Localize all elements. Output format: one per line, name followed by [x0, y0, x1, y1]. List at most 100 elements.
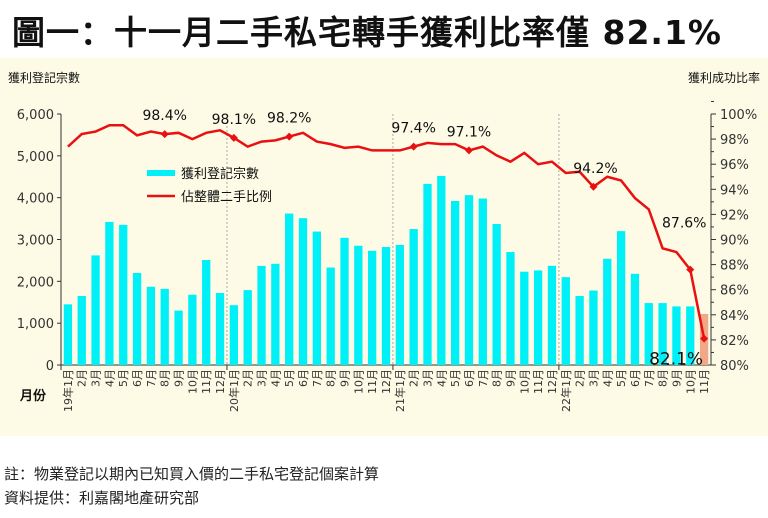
x-tick-label: 5月 [117, 369, 130, 387]
x-tick-label: 12月 [214, 369, 227, 394]
x-tick-label: 8月 [491, 369, 504, 387]
x-tick-label: 2月 [242, 369, 255, 387]
data-label: 97.1% [447, 124, 491, 140]
data-label: 98.2% [267, 111, 311, 127]
right-tick-label: 94% [720, 183, 749, 198]
bar [174, 310, 183, 365]
highlight-marker [464, 146, 473, 155]
left-axis-label: 獲利登記宗數 [8, 70, 80, 85]
bar [188, 294, 197, 365]
bar [492, 224, 501, 365]
bar [589, 290, 598, 365]
x-tick-label: 6月 [463, 369, 476, 387]
x-tick-label: 4月 [103, 369, 116, 387]
bar [630, 273, 640, 365]
x-tick-label: 10月 [518, 369, 531, 394]
bar [575, 295, 584, 365]
bar [464, 195, 474, 365]
x-tick-label: 22年1月 [559, 369, 573, 412]
bar [478, 198, 487, 365]
x-tick-label: 8月 [657, 369, 670, 387]
left-tick-label: 6,000 [17, 108, 54, 123]
x-axis-label: 月份 [19, 388, 47, 404]
data-label: 94.2% [573, 161, 617, 177]
x-tick-label: 7月 [643, 369, 656, 387]
x-tick-label: 3月 [587, 369, 600, 387]
chart-title: 圖一：十一月二手私宅轉手獲利比率僅 82.1% [12, 13, 722, 52]
bar [77, 295, 86, 365]
data-label: 97.4% [391, 121, 435, 137]
x-tick-label: 12月 [380, 369, 393, 394]
x-tick-label: 11月 [698, 369, 711, 394]
right-tick-label: 84% [720, 309, 749, 324]
bar [686, 306, 695, 365]
bar [340, 237, 349, 365]
x-tick-label: 9月 [504, 369, 517, 387]
bar [437, 175, 446, 365]
legend-label-bars: 獲利登記宗數 [181, 166, 259, 182]
left-tick-label: 3,000 [17, 234, 54, 249]
right-tick-label: 88% [720, 259, 749, 274]
right-tick-label: 100% [720, 108, 757, 123]
bar [243, 290, 252, 365]
x-tick-label: 3月 [90, 369, 103, 387]
x-tick-label: 9月 [670, 369, 683, 387]
bar [119, 224, 128, 365]
bar [381, 247, 391, 365]
x-tick-label: 7月 [477, 369, 490, 387]
bar [132, 272, 142, 365]
data-label: 98.1% [212, 112, 256, 128]
footnote: 註：物業登記以期內已知買入價的二手私宅登記個案計算 [4, 465, 380, 483]
right-tick-label: 98% [720, 133, 749, 148]
legend-label-line: 佔整體二手比例 [181, 190, 272, 205]
highlight-marker [686, 265, 695, 274]
x-tick-label: 5月 [615, 369, 628, 387]
bar [202, 259, 211, 365]
bar [520, 271, 529, 365]
x-tick-label: 8月 [159, 369, 172, 387]
left-tick-label: 1,000 [17, 317, 54, 332]
right-tick-label: 90% [720, 234, 749, 249]
x-tick-label: 6月 [131, 369, 144, 387]
x-tick-label: 3月 [421, 369, 434, 387]
right-tick-label: 86% [720, 284, 749, 299]
bar [409, 229, 418, 365]
data-label: 82.1% [649, 350, 703, 370]
bar [423, 183, 432, 365]
right-tick-label: 80% [720, 359, 749, 374]
bar [506, 252, 515, 365]
x-tick-label: 20年1月 [227, 369, 241, 412]
x-tick-label: 4月 [269, 369, 282, 387]
legend-swatch-bars [147, 170, 175, 176]
bar [215, 293, 225, 365]
x-tick-label: 11月 [366, 369, 379, 394]
x-tick-label: 7月 [145, 369, 158, 387]
bar [451, 201, 460, 365]
bar [105, 221, 114, 365]
bar [395, 244, 404, 365]
x-tick-label: 9月 [339, 369, 352, 387]
left-tick-label: 4,000 [17, 192, 54, 207]
notes: 註：物業登記以期內已知買入價的二手私宅登記個案計算 資料提供：利嘉閣地產研究部 [4, 462, 379, 510]
bar [658, 303, 667, 365]
bar [285, 213, 294, 365]
bar [271, 263, 280, 365]
x-tick-label: 5月 [449, 369, 462, 387]
left-tick-label: 2,000 [17, 275, 54, 290]
right-tick-label: 82% [720, 334, 749, 349]
ratio-line [67, 124, 706, 339]
bar [533, 270, 543, 365]
source-note: 資料提供：利嘉閣地產研究部 [4, 489, 200, 507]
bar [368, 250, 377, 365]
bar [298, 218, 308, 365]
right-tick-label: 96% [720, 158, 749, 173]
bar [561, 277, 570, 365]
highlight-marker [700, 334, 709, 343]
bar [547, 265, 557, 365]
highlight-marker [589, 182, 598, 191]
left-tick-label: 5,000 [17, 150, 54, 165]
x-tick-label: 19年1月 [61, 369, 75, 412]
bar [603, 258, 612, 365]
x-tick-label: 2月 [408, 369, 421, 387]
x-tick-label: 6月 [629, 369, 642, 387]
